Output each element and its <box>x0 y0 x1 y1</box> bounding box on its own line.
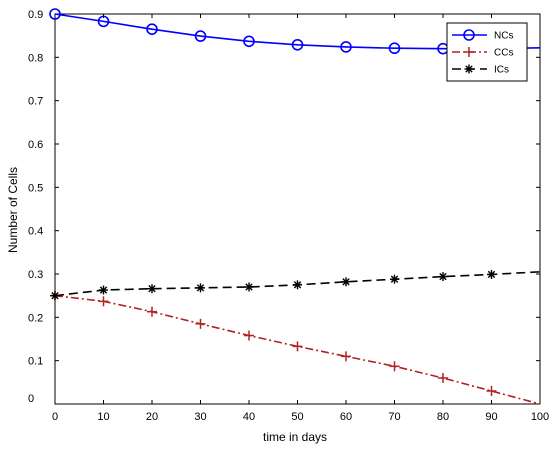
y-tick-label: 0.7 <box>28 96 43 108</box>
data-point-ics <box>390 274 399 284</box>
data-point-ccs <box>389 361 400 372</box>
data-point-ncs <box>146 23 158 35</box>
x-tick-label: 70 <box>388 411 400 423</box>
data-point-ics <box>293 280 302 290</box>
data-point-ics <box>196 283 205 293</box>
x-tick-label: 80 <box>437 411 449 423</box>
data-point-ccs <box>147 306 157 317</box>
data-point-ccs <box>341 351 351 362</box>
legend-item-ncs: NCs <box>452 29 513 42</box>
legend: NCs CCs ICs <box>446 22 528 82</box>
data-point-ncs <box>388 42 401 55</box>
x-axis-label: time in days <box>263 430 327 444</box>
series-ics <box>50 269 541 301</box>
legend-item-ccs: CCs <box>452 47 513 59</box>
y-tick-label: 0.3 <box>28 269 43 281</box>
y-tick-label: 0.8 <box>28 52 43 64</box>
x-tick-label: 90 <box>485 411 497 423</box>
data-point-ics <box>147 284 157 294</box>
data-point-ics <box>487 269 496 279</box>
legend-label: ICs <box>494 65 509 76</box>
y-tick-label: 0.6 <box>28 139 43 151</box>
data-point-ccs <box>438 373 448 383</box>
x-tick-label: 40 <box>243 411 255 423</box>
data-point-ics <box>50 291 60 301</box>
data-point-ncs <box>243 35 255 48</box>
y-tick-label: 0 <box>28 393 34 405</box>
data-point-ccs <box>195 318 206 329</box>
y-axis-label: Number of Cells <box>6 167 20 253</box>
data-point-ncs <box>291 38 304 51</box>
x-tick-label: 30 <box>194 411 206 423</box>
legend-item-ics: ICs <box>452 64 509 76</box>
legend-marker <box>463 29 475 41</box>
x-tick-label: 20 <box>146 411 158 423</box>
y-tick-label: 0.2 <box>28 312 43 324</box>
x-tick-label: 50 <box>291 411 303 423</box>
data-point-ncs <box>340 41 352 53</box>
y-tick-label: 0.1 <box>28 356 43 368</box>
y-tick-label: 0.4 <box>28 226 43 238</box>
data-point-ccs <box>98 296 109 307</box>
x-axis-ticks: 0 10 20 30 40 50 60 70 80 90 100 <box>52 14 549 423</box>
legend-label: CCs <box>494 48 513 59</box>
x-tick-label: 0 <box>52 411 58 423</box>
x-tick-label: 100 <box>531 411 549 423</box>
y-tick-label: 0.5 <box>28 182 43 194</box>
data-point-ics <box>341 277 351 287</box>
series-ccs <box>50 290 541 405</box>
data-point-ncs <box>97 15 110 28</box>
series-line-ccs <box>54 294 541 405</box>
data-point-ics <box>99 285 108 295</box>
data-point-ncs <box>49 8 61 20</box>
legend-label: NCs <box>494 31 513 42</box>
data-point-ncs <box>194 30 207 42</box>
data-point-ccs <box>292 341 303 352</box>
y-tick-label: 0.9 <box>28 9 43 21</box>
data-point-ics <box>438 272 448 282</box>
data-point-ccs <box>244 330 254 341</box>
data-point-ics <box>244 282 254 292</box>
x-tick-label: 10 <box>97 411 109 423</box>
legend-marker <box>464 64 474 74</box>
x-tick-label: 60 <box>340 411 352 423</box>
legend-marker <box>464 47 474 57</box>
data-point-ccs <box>486 386 497 396</box>
